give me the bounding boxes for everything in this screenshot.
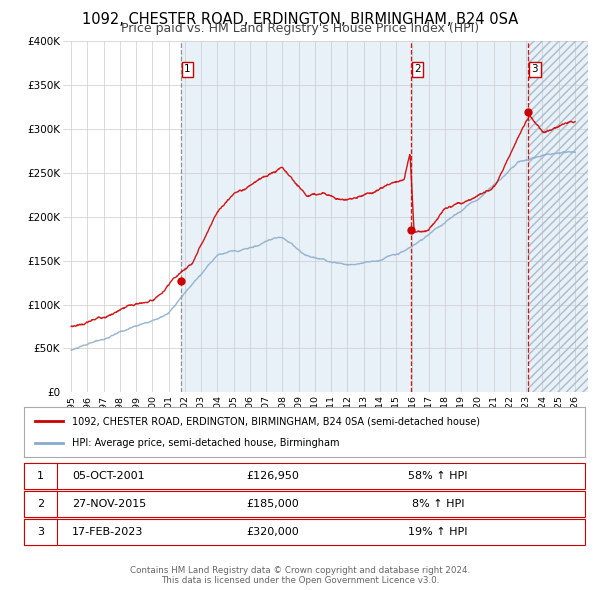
- Text: 1092, CHESTER ROAD, ERDINGTON, BIRMINGHAM, B24 0SA: 1092, CHESTER ROAD, ERDINGTON, BIRMINGHA…: [82, 12, 518, 27]
- Text: Price paid vs. HM Land Registry's House Price Index (HPI): Price paid vs. HM Land Registry's House …: [121, 22, 479, 35]
- Text: HPI: Average price, semi-detached house, Birmingham: HPI: Average price, semi-detached house,…: [71, 438, 339, 448]
- Text: 19% ↑ HPI: 19% ↑ HPI: [408, 527, 468, 537]
- Text: 17-FEB-2023: 17-FEB-2023: [72, 527, 143, 537]
- Text: £320,000: £320,000: [247, 527, 299, 537]
- Text: 1: 1: [184, 64, 191, 74]
- Text: 58% ↑ HPI: 58% ↑ HPI: [408, 471, 468, 480]
- Bar: [528, 41, 588, 392]
- Text: 2: 2: [37, 499, 44, 509]
- Text: 1092, CHESTER ROAD, ERDINGTON, BIRMINGHAM, B24 0SA (semi-detached house): 1092, CHESTER ROAD, ERDINGTON, BIRMINGHA…: [71, 416, 479, 426]
- Text: 2: 2: [414, 64, 421, 74]
- Text: 27-NOV-2015: 27-NOV-2015: [72, 499, 146, 509]
- Text: 3: 3: [532, 64, 538, 74]
- Bar: [181, 41, 411, 392]
- Text: 8% ↑ HPI: 8% ↑ HPI: [412, 499, 464, 509]
- Text: £126,950: £126,950: [247, 471, 299, 480]
- Text: £185,000: £185,000: [247, 499, 299, 509]
- Text: Contains HM Land Registry data © Crown copyright and database right 2024.
This d: Contains HM Land Registry data © Crown c…: [130, 566, 470, 585]
- Text: 05-OCT-2001: 05-OCT-2001: [72, 471, 145, 480]
- Text: 3: 3: [37, 527, 44, 537]
- Bar: [528, 41, 588, 392]
- Text: 1: 1: [37, 471, 44, 480]
- Bar: [411, 41, 528, 392]
